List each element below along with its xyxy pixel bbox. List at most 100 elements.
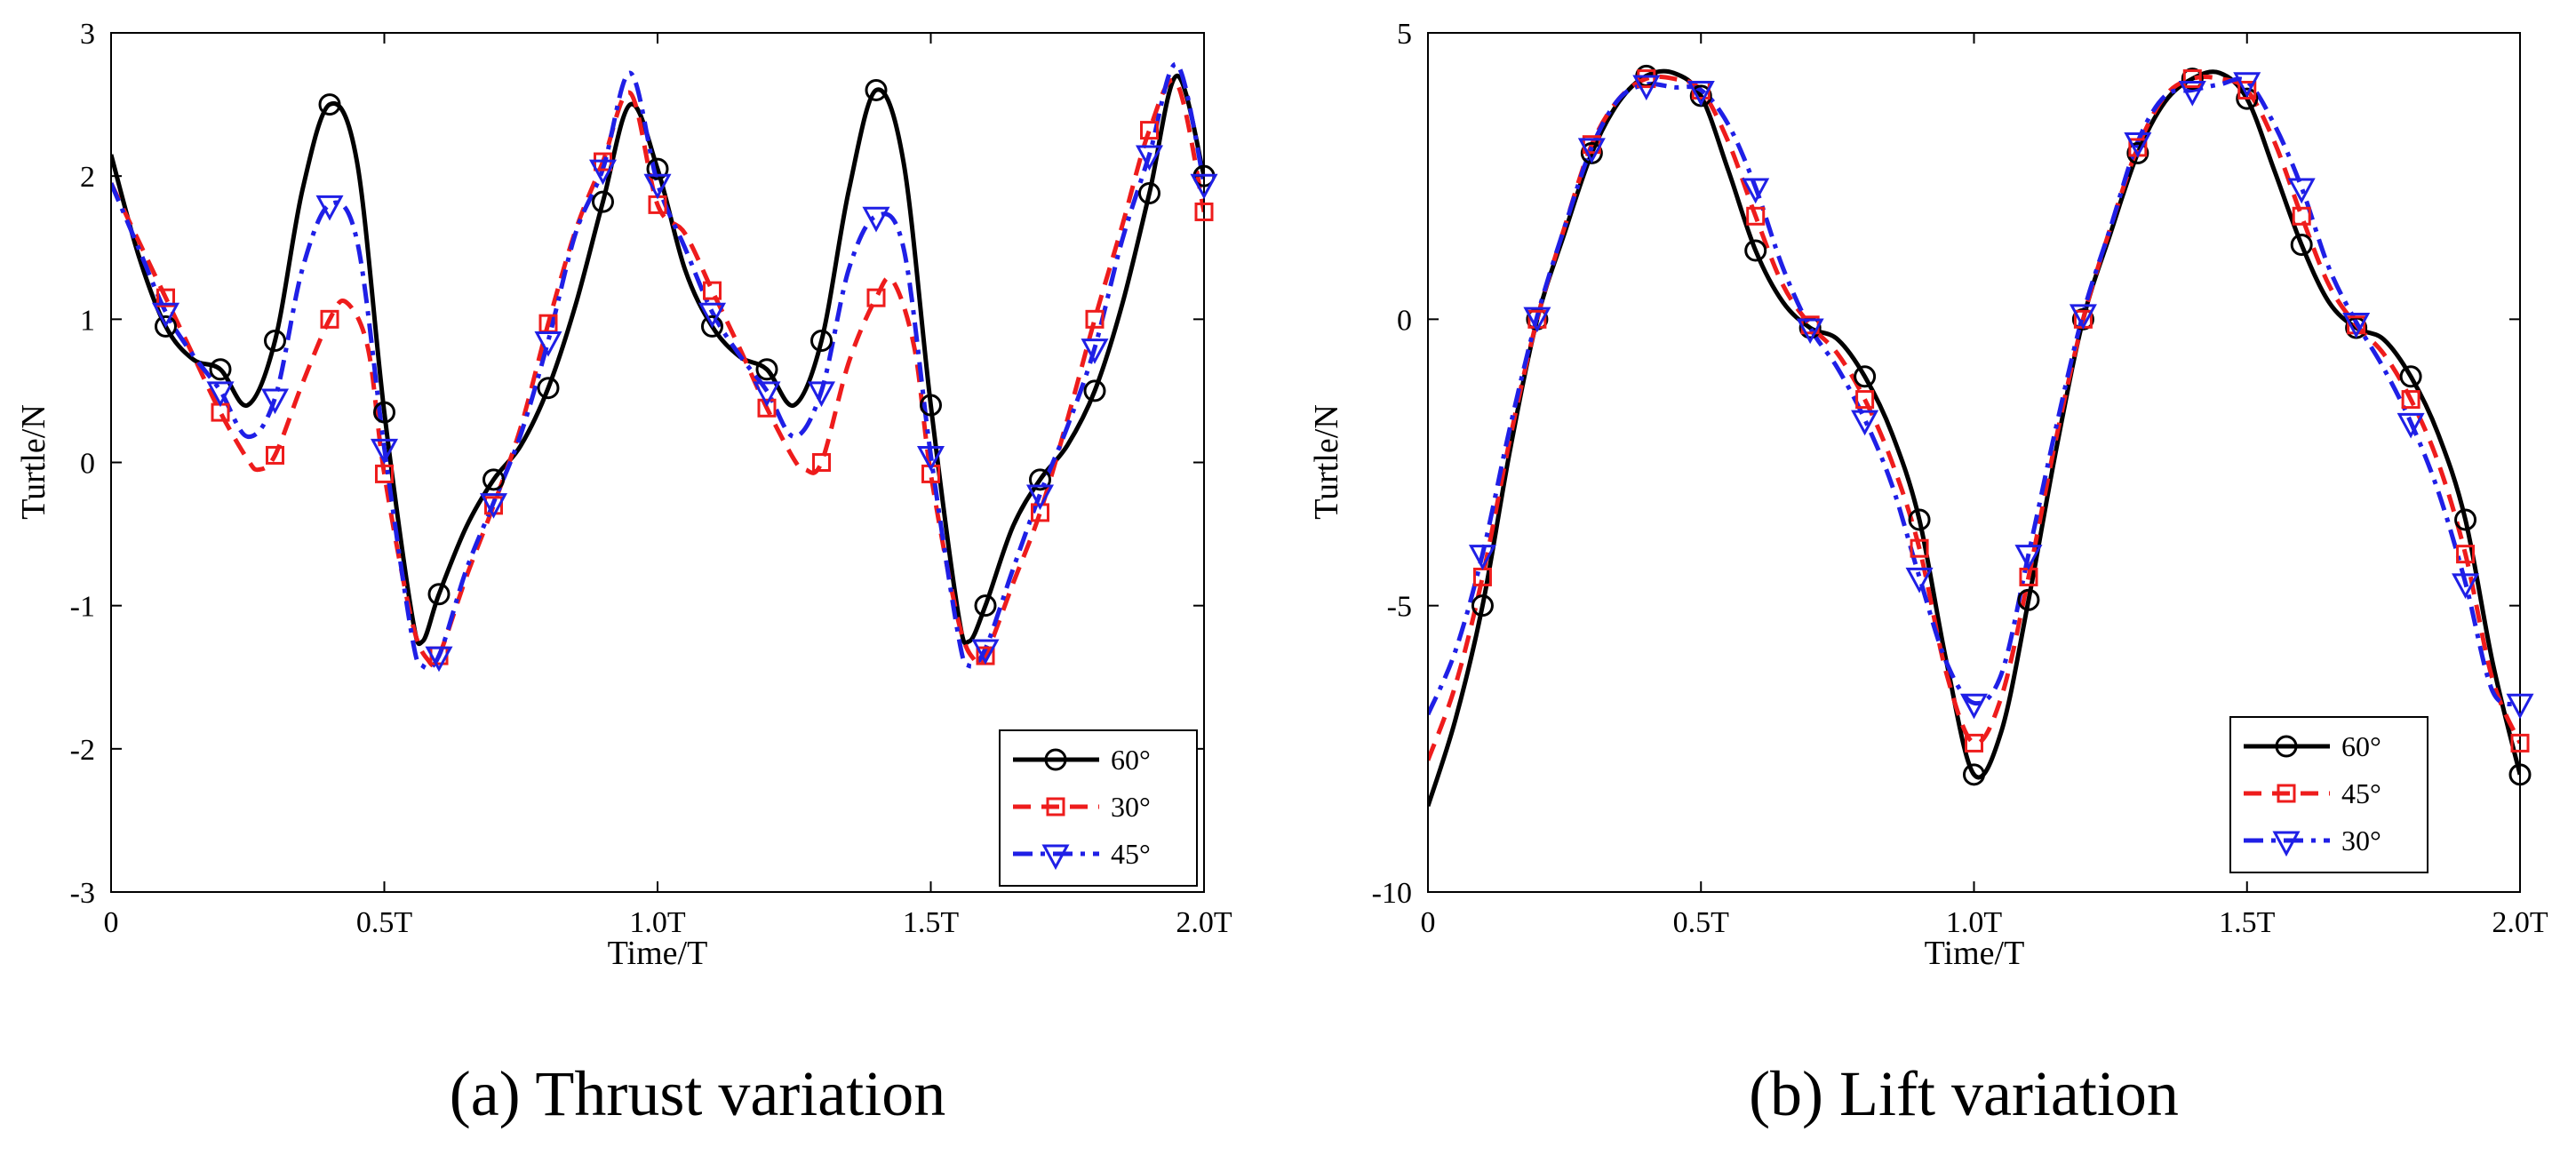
- marker-b-2-14: [2233, 72, 2261, 98]
- marker-a-0-8: [592, 190, 614, 213]
- marker-a-0-0: [155, 315, 177, 338]
- marker-b-0-9: [1963, 763, 1985, 786]
- legend-marker: [1044, 748, 1067, 771]
- plot-a-legend: 60° 30° 45°: [999, 729, 1198, 887]
- x-tick-label: 0: [1421, 906, 1436, 939]
- legend-label: 60°: [2341, 730, 2381, 762]
- marker-b-0-15: [2290, 234, 2313, 257]
- marker-b-1-14: [2237, 80, 2257, 100]
- plot-a-ylabel: Turtle/N: [15, 404, 52, 520]
- marker-b-2-16: [2342, 313, 2371, 339]
- marker-a-2-10: [698, 302, 727, 329]
- marker-b-1-13: [2182, 69, 2202, 89]
- series-line-b-1: [1428, 74, 2520, 761]
- marker-a-0-9: [646, 157, 669, 180]
- series-line-a-2: [111, 61, 1204, 671]
- marker-b-2-2: [1577, 138, 1606, 164]
- marker-a-2-12: [807, 381, 836, 408]
- legend-label: 60°: [1111, 744, 1151, 776]
- marker-a-1-4: [375, 464, 394, 483]
- marker-a-2-2: [260, 388, 290, 415]
- marker-b-1-17: [2401, 390, 2420, 410]
- marker-b-0-13: [2181, 68, 2204, 91]
- marker-a-0-10: [701, 315, 723, 338]
- legend-label: 30°: [2341, 824, 2381, 856]
- y-tick-label: 5: [1397, 18, 1412, 51]
- marker-b-1-7: [1855, 390, 1875, 410]
- marker-b-0-5: [1744, 239, 1767, 262]
- x-tick-label: 1.0T: [629, 906, 686, 939]
- y-tick-label: -1: [70, 591, 95, 624]
- series-line-b-2: [1428, 76, 2520, 716]
- marker-a-2-5: [425, 646, 453, 673]
- marker-b-2-10: [2014, 545, 2043, 570]
- marker-b-2-5: [1742, 178, 1770, 204]
- x-tick-label: 0.5T: [356, 906, 413, 939]
- marker-a-2-1: [206, 381, 235, 408]
- marker-a-2-7: [534, 331, 562, 357]
- marker-b-1-8: [1910, 538, 1929, 558]
- marker-b-2-17: [2397, 412, 2425, 439]
- marker-b-1-5: [1746, 206, 1766, 226]
- marker-b-2-4: [1687, 80, 1715, 107]
- marker-a-2-6: [479, 493, 508, 519]
- y-tick-label: 2: [80, 161, 95, 194]
- marker-a-1-10: [703, 281, 722, 300]
- marker-b-0-10: [2017, 588, 2040, 611]
- marker-a-1-13: [866, 288, 886, 307]
- marker-b-2-7: [1851, 410, 1879, 436]
- marker-a-2-3: [315, 195, 344, 221]
- marker-b-2-11: [2069, 304, 2097, 331]
- marker-a-2-19: [1190, 173, 1218, 200]
- marker-b-2-8: [1905, 567, 1934, 593]
- y-tick-label: 0: [80, 448, 95, 481]
- legend-marker: [1041, 844, 1070, 871]
- marker-b-2-18: [2452, 573, 2480, 600]
- caption-a: (a) Thrust variation: [450, 1058, 946, 1129]
- marker-a-1-12: [812, 453, 831, 472]
- marker-a-0-15: [974, 594, 997, 617]
- marker-b-1-19: [2510, 733, 2530, 753]
- plot-a-series: [111, 61, 1204, 671]
- marker-b-2-19: [2506, 693, 2534, 720]
- marker-a-1-17: [1085, 309, 1105, 329]
- marker-a-2-8: [588, 159, 618, 186]
- marker-b-1-3: [1637, 69, 1656, 89]
- marker-b-0-18: [2454, 508, 2477, 531]
- marker-a-0-11: [755, 358, 778, 381]
- marker-b-0-7: [1854, 365, 1877, 388]
- y-tick-label: -3: [70, 877, 95, 910]
- marker-b-0-19: [2508, 763, 2532, 786]
- legend-marker: [2277, 784, 2296, 803]
- plot-b-x-ticks: 0 0.5T 1.0T 1.5T 2.0T: [1421, 33, 2548, 939]
- plot-b-y-ticks: -10 -5 0 5: [1372, 18, 2520, 910]
- legend-marker: [1046, 797, 1065, 816]
- marker-b-2-9: [1959, 693, 1989, 720]
- marker-a-0-5: [427, 583, 451, 606]
- panel-b: 0 0.5T 1.0T 1.5T 2.0T -10 -5 0 5 Time/T Turtle/…: [1308, 18, 2548, 1129]
- plot-b-ylabel: Turtle/N: [1308, 404, 1345, 520]
- x-tick-label: 0.5T: [1673, 906, 1730, 939]
- marker-a-1-3: [320, 309, 339, 329]
- marker-a-2-15: [971, 639, 1000, 665]
- marker-b-2-1: [1523, 307, 1551, 333]
- marker-a-0-7: [537, 377, 560, 400]
- marker-a-1-2: [266, 445, 284, 465]
- marker-b-0-8: [1908, 508, 1931, 531]
- marker-a-0-18: [1138, 182, 1160, 205]
- panel-a: 0 0.5T 1.0T 1.5T 2.0T -3 -2 -1 0 1 2 3 Time/T Turt…: [15, 18, 1232, 1129]
- marker-a-0-2: [264, 330, 286, 353]
- x-tick-label: 0: [104, 906, 119, 939]
- marker-a-2-9: [643, 173, 672, 200]
- marker-a-2-17: [1081, 339, 1109, 364]
- marker-a-1-0: [156, 288, 175, 307]
- marker-a-2-13: [862, 206, 890, 233]
- marker-a-2-4: [370, 438, 399, 465]
- marker-a-2-16: [1025, 484, 1055, 511]
- marker-a-1-18: [1140, 121, 1159, 140]
- y-tick-label: -5: [1387, 591, 1412, 624]
- legend-marker: [2275, 735, 2298, 758]
- y-tick-label: -10: [1372, 877, 1412, 910]
- marker-b-2-6: [1796, 318, 1824, 345]
